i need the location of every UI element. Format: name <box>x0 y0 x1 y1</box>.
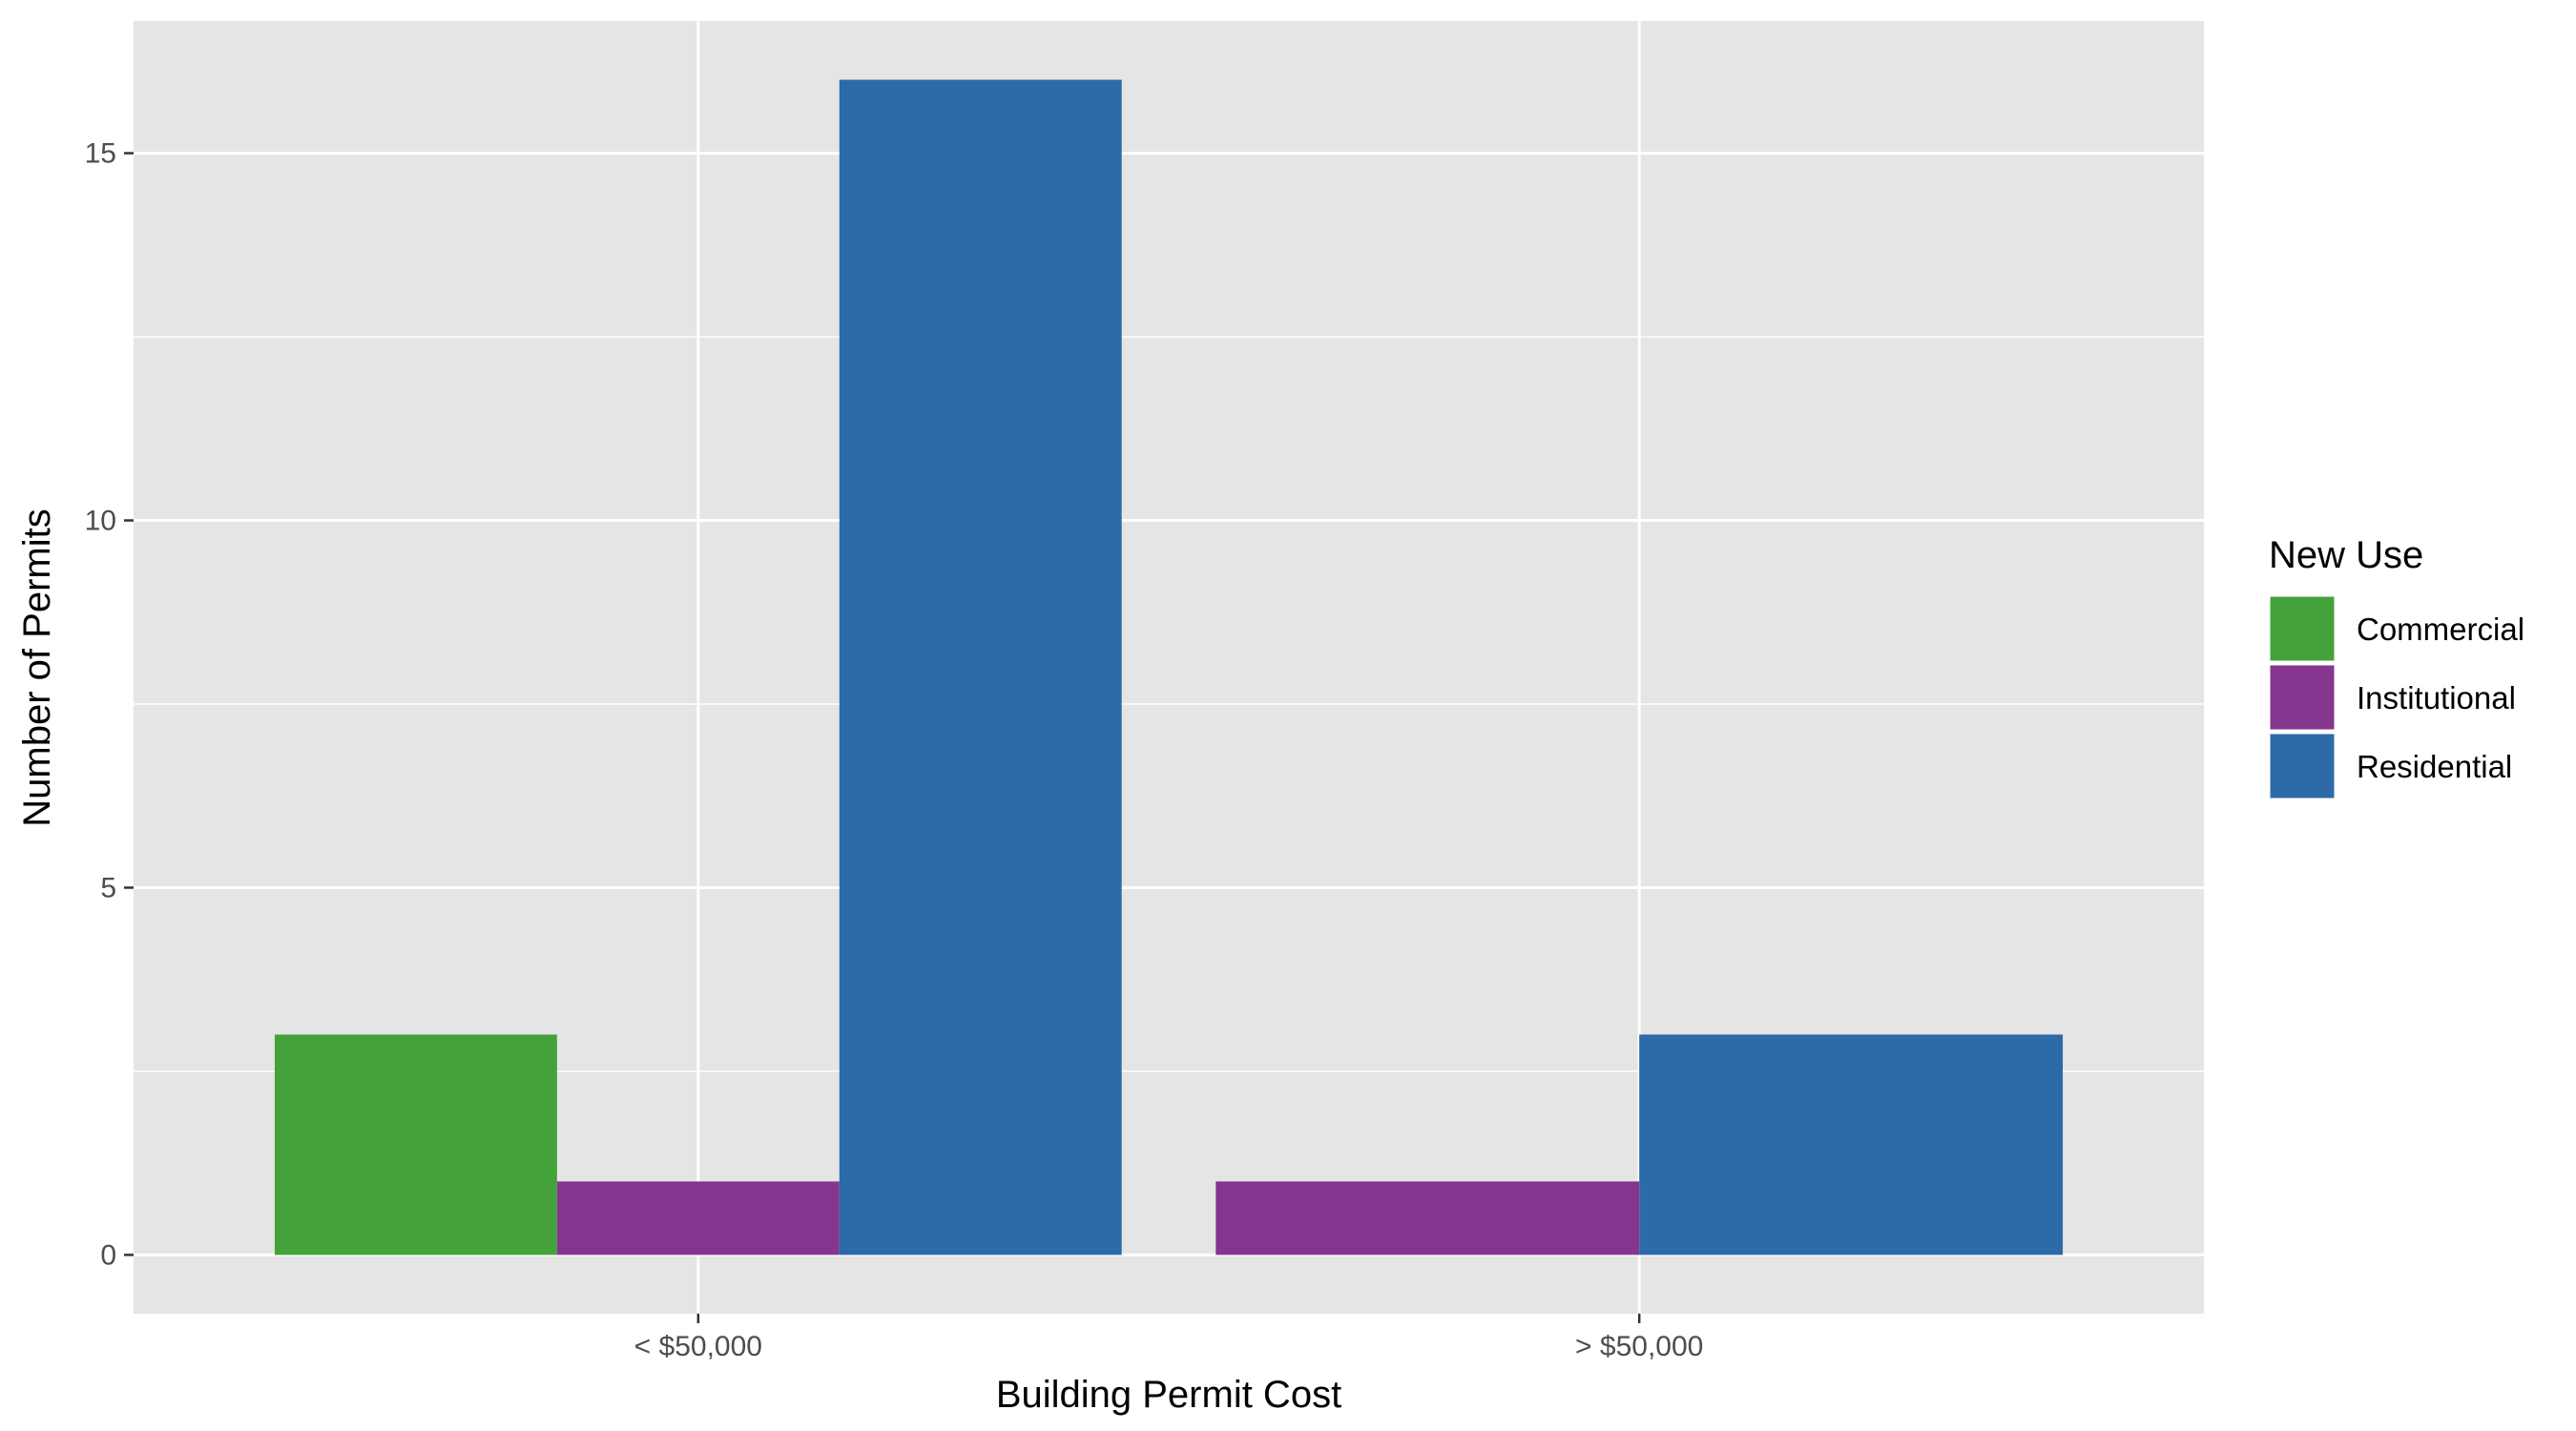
bar-institutional <box>556 1181 840 1255</box>
bar-residential <box>1639 1034 2064 1255</box>
y-tick-label: 5 <box>100 872 116 903</box>
bar-institutional <box>1215 1181 1640 1255</box>
x-tick-label: < $50,000 <box>634 1331 762 1362</box>
legend-key-commercial <box>2267 593 2337 664</box>
legend-key-institutional <box>2267 662 2337 733</box>
x-tick-label: > $50,000 <box>1575 1331 1703 1362</box>
legend-label: Commercial <box>2357 612 2524 647</box>
bar-residential <box>839 79 1122 1255</box>
x-axis: < $50,000 > $50,000 <box>634 1314 1703 1362</box>
legend-key-residential <box>2267 731 2337 801</box>
legend-label: Residential <box>2357 749 2512 784</box>
bar-commercial <box>274 1034 557 1255</box>
bars <box>274 79 2064 1255</box>
y-axis: 0 5 10 15 <box>85 138 134 1271</box>
legend-label: Institutional <box>2357 680 2516 716</box>
x-axis-title: Building Permit Cost <box>996 1374 1341 1416</box>
y-tick-label: 10 <box>85 506 116 537</box>
y-tick-label: 15 <box>85 138 116 170</box>
legend: New Use Commercial Institutional Residenti… <box>2267 534 2524 801</box>
legend-title: New Use <box>2269 534 2423 576</box>
y-axis-title: Number of Permits <box>16 508 58 826</box>
y-tick-label: 0 <box>100 1239 116 1271</box>
